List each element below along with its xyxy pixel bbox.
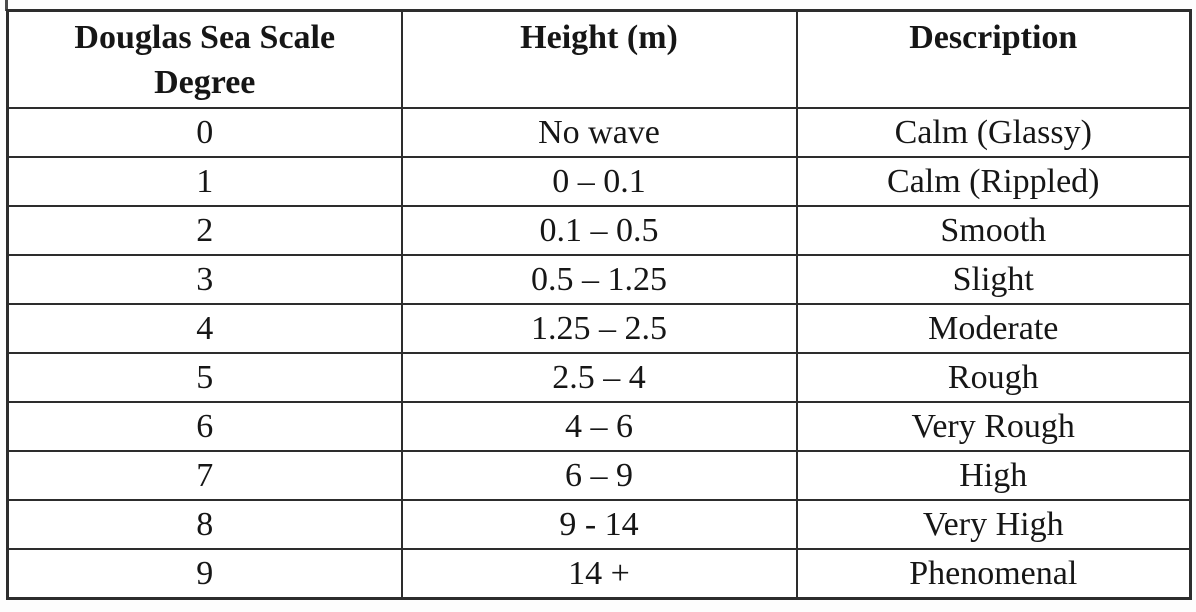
description-cell: Calm (Glassy) — [795, 107, 1192, 158]
height-cell: No wave — [400, 107, 798, 158]
degree-cell: 9 — [6, 548, 403, 600]
height-cell: 6 – 9 — [400, 450, 798, 501]
degree-cell: 1 — [6, 156, 403, 207]
table-row: 0 No wave Calm (Glassy) — [6, 107, 1192, 158]
height-cell: 9 - 14 — [400, 499, 798, 550]
height-cell: 0 – 0.1 — [400, 156, 798, 207]
height-column-header: Height (m) — [400, 9, 798, 109]
degree-cell: 4 — [6, 303, 403, 354]
table-row: 7 6 – 9 High — [6, 450, 1192, 501]
description-cell: High — [795, 450, 1192, 501]
table-row: 9 14 + Phenomenal — [6, 548, 1192, 600]
description-cell: Phenomenal — [795, 548, 1192, 600]
degree-cell: 8 — [6, 499, 403, 550]
table-row: 1 0 – 0.1 Calm (Rippled) — [6, 156, 1192, 207]
description-cell: Moderate — [795, 303, 1192, 354]
degree-header-line2: Degree — [154, 64, 256, 101]
crop-artifact-line — [5, 0, 8, 11]
height-cell: 14 + — [400, 548, 798, 600]
height-cell: 1.25 – 2.5 — [400, 303, 798, 354]
degree-cell: 5 — [6, 352, 403, 403]
description-cell: Smooth — [795, 205, 1192, 256]
height-cell: 0.1 – 0.5 — [400, 205, 798, 256]
degree-cell: 2 — [6, 205, 403, 256]
table-row: 6 4 – 6 Very Rough — [6, 401, 1192, 452]
header-row: Douglas Sea Scale Degree Height (m) Desc… — [6, 9, 1192, 109]
description-cell: Calm (Rippled) — [795, 156, 1192, 207]
description-column-header: Description — [795, 9, 1192, 109]
degree-cell: 0 — [6, 107, 403, 158]
table-row: 3 0.5 – 1.25 Slight — [6, 254, 1192, 305]
description-cell: Slight — [795, 254, 1192, 305]
height-cell: 0.5 – 1.25 — [400, 254, 798, 305]
degree-cell: 7 — [6, 450, 403, 501]
degree-cell: 6 — [6, 401, 403, 452]
table-row: 8 9 - 14 Very High — [6, 499, 1192, 550]
table-row: 4 1.25 – 2.5 Moderate — [6, 303, 1192, 354]
height-cell: 4 – 6 — [400, 401, 798, 452]
degree-column-header: Douglas Sea Scale Degree — [6, 9, 403, 109]
height-cell: 2.5 – 4 — [400, 352, 798, 403]
description-cell: Very High — [795, 499, 1192, 550]
description-cell: Very Rough — [795, 401, 1192, 452]
douglas-sea-scale-table: Douglas Sea Scale Degree Height (m) Desc… — [6, 9, 1192, 600]
degree-header-line1: Douglas Sea Scale — [74, 19, 336, 56]
table-row: 2 0.1 – 0.5 Smooth — [6, 205, 1192, 256]
table-row: 5 2.5 – 4 Rough — [6, 352, 1192, 403]
degree-cell: 3 — [6, 254, 403, 305]
description-cell: Rough — [795, 352, 1192, 403]
